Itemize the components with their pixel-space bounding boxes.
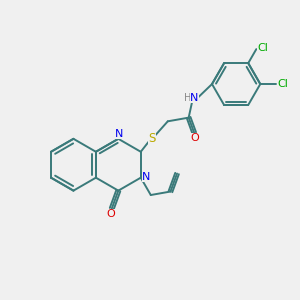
Text: S: S (148, 132, 156, 145)
Text: N: N (115, 129, 123, 139)
Text: O: O (190, 133, 199, 143)
Text: N: N (142, 172, 150, 182)
Text: O: O (106, 208, 115, 219)
Text: Cl: Cl (278, 79, 288, 89)
Text: H: H (184, 93, 191, 103)
Text: N: N (190, 93, 199, 103)
Text: Cl: Cl (257, 43, 268, 53)
